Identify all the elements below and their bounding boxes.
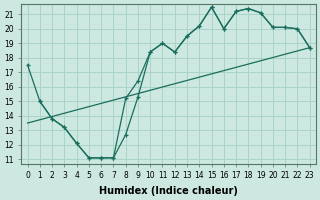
X-axis label: Humidex (Indice chaleur): Humidex (Indice chaleur)	[99, 186, 238, 196]
